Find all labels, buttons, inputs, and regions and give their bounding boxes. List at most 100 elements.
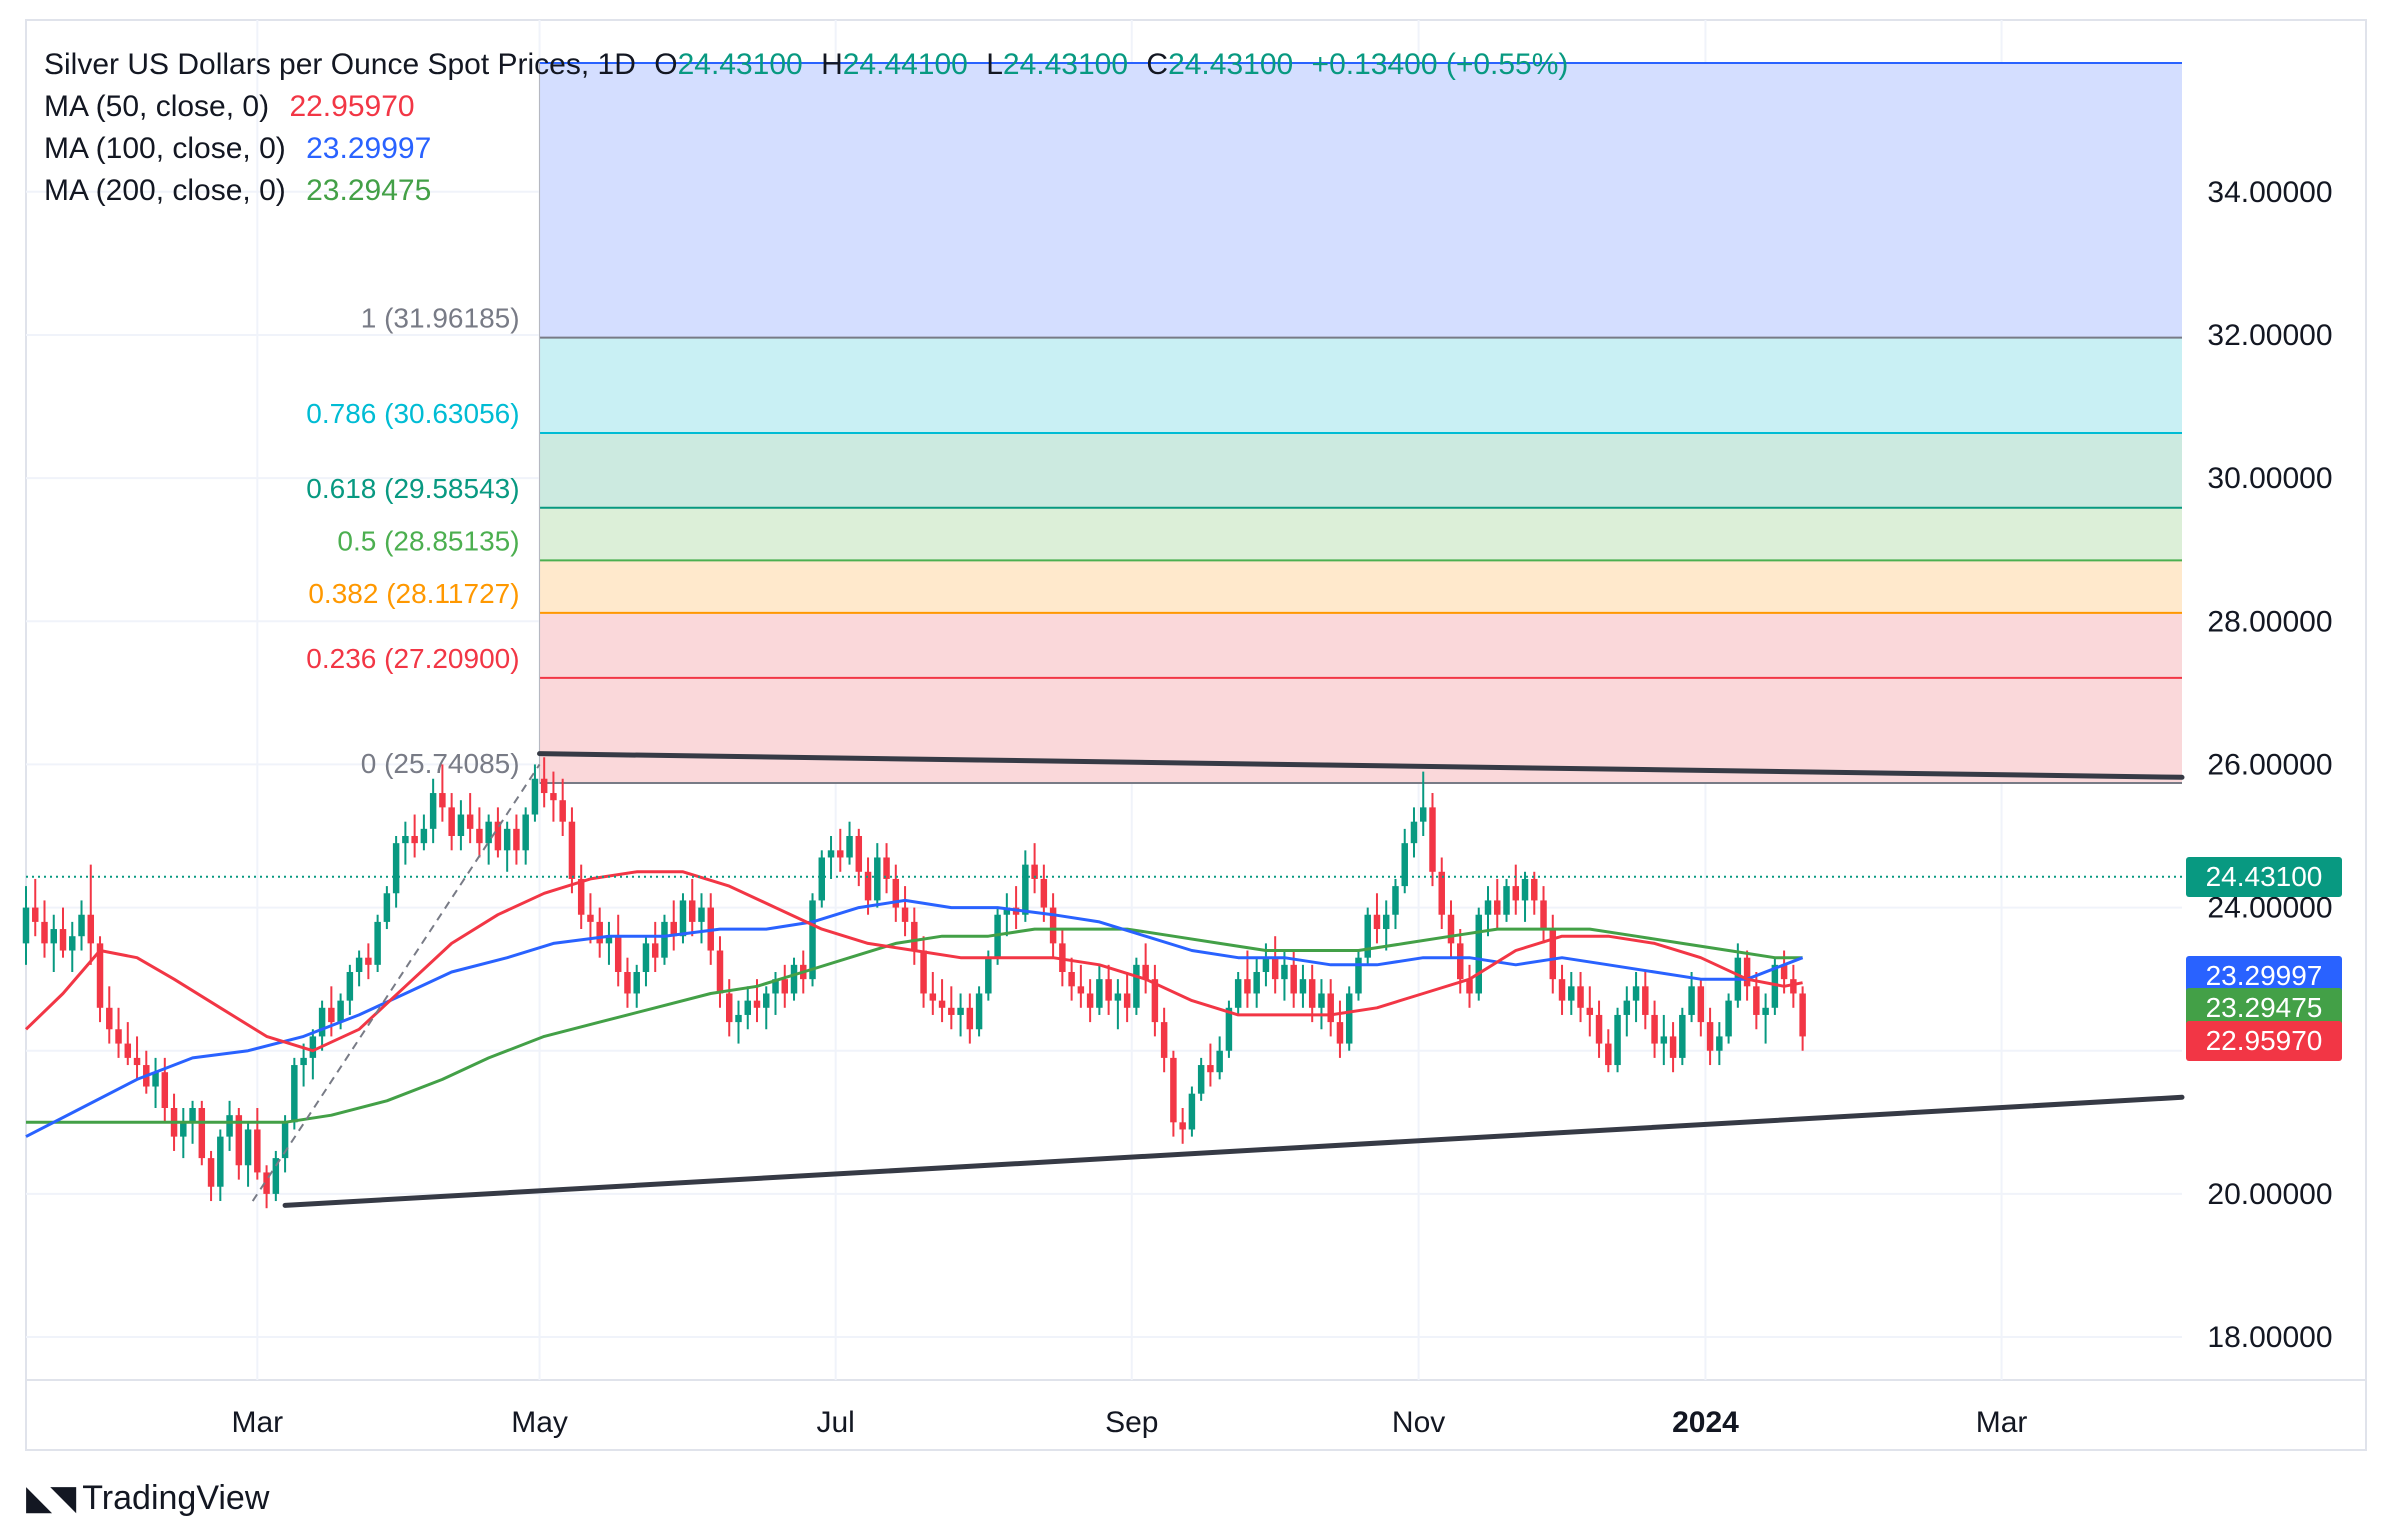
candle-body (1577, 986, 1584, 1008)
candle (1438, 857, 1445, 930)
ma200-label: MA (200, close, 0) (44, 174, 286, 207)
candle-body (559, 800, 566, 822)
candle (87, 864, 95, 965)
candle (874, 843, 881, 908)
candle (763, 986, 770, 1030)
candle-body (772, 979, 779, 994)
candle-body (106, 1007, 113, 1030)
candle (642, 936, 650, 987)
candle (429, 778, 437, 844)
candle (1642, 972, 1649, 1030)
candle (1605, 1029, 1612, 1073)
fibonacci-retracement[interactable]: 1 (31.96185) 0.786 (30.63056) 0.618 (29.58… (306, 61, 2182, 784)
candle (1086, 979, 1094, 1023)
y-tick-label: 34.00000 (2207, 176, 2332, 209)
candle (568, 807, 576, 894)
ma200-value: 23.29475 (306, 174, 432, 207)
symbol-row[interactable]: Silver US Dollars per Ounce Spot Prices,… (44, 44, 1568, 86)
time-axis[interactable]: Mar May Jul Sep Nov 2024 Mar (231, 1406, 2027, 1439)
candle (1577, 972, 1584, 1023)
candle (1133, 957, 1140, 1015)
candle (1336, 1000, 1344, 1058)
candle (1651, 1000, 1658, 1058)
candle-body (744, 1000, 751, 1015)
candle (106, 986, 113, 1044)
candle-body (207, 1158, 215, 1187)
candle (883, 843, 890, 894)
candle (1743, 950, 1751, 1001)
candle-body (1345, 993, 1353, 1044)
candle-body (1151, 979, 1159, 1023)
candle (1216, 1036, 1223, 1080)
candle-body (1438, 871, 1445, 915)
candle (244, 1122, 252, 1187)
candle-body (1549, 929, 1557, 980)
candle (587, 893, 594, 944)
open-label: O (654, 48, 678, 81)
candle-body (864, 871, 872, 901)
candle-body (1216, 1050, 1223, 1073)
candle-body (161, 1072, 169, 1108)
candle-body (1716, 1036, 1723, 1051)
candle (577, 864, 585, 930)
chart-frame (25, 19, 2367, 1451)
candle-body (1049, 907, 1057, 944)
candle-body (1207, 1065, 1214, 1073)
candle-body (550, 793, 557, 801)
high-value: 24.44100 (842, 48, 968, 81)
candle (1012, 886, 1020, 930)
candle (892, 864, 900, 922)
candle (78, 900, 85, 951)
candle-body (1373, 914, 1381, 930)
fib-level-label-1: 1 (31.96185) (361, 303, 520, 334)
last-price-tag: 24.43100 (2186, 856, 2342, 897)
candle-body (698, 907, 705, 922)
candle-body (1743, 957, 1751, 987)
candle (1031, 843, 1038, 894)
candle-body (1133, 964, 1140, 1008)
candle (143, 1050, 150, 1094)
ma100-legend[interactable]: MA (100, close, 0) 23.29997 (44, 128, 1568, 170)
candle-body (1234, 979, 1242, 1008)
resistance-trendline (537, 751, 2185, 780)
fib-zone-top (539, 62, 2182, 338)
chart-legend: Silver US Dollars per Ounce Spot Prices,… (44, 44, 1568, 212)
candle-body (1521, 878, 1529, 901)
trendlines[interactable] (26, 751, 2185, 1208)
candle-body (1771, 964, 1779, 1008)
candle-body (846, 836, 853, 858)
candle-body (503, 828, 511, 851)
candle (1373, 893, 1381, 944)
candle-body (41, 921, 48, 944)
candle-body (309, 1036, 317, 1058)
candle-body (1123, 993, 1131, 1008)
price-axis[interactable]: 18.0000020.0000022.0000024.0000026.00000… (2207, 176, 2332, 1354)
fib-level-label-0.5: 0.5 (28.85135) (337, 525, 519, 556)
candle (281, 1115, 289, 1173)
candle (559, 778, 566, 836)
candle (633, 964, 640, 1008)
candle (920, 936, 927, 1008)
candle (22, 886, 30, 965)
candle (790, 957, 798, 1001)
candle-body (115, 1029, 122, 1044)
candle (596, 907, 603, 958)
candle (855, 828, 863, 887)
candle-body (152, 1072, 159, 1087)
candle (383, 886, 391, 930)
candle-body (1077, 986, 1085, 994)
x-tick-label: Mar (1976, 1406, 2028, 1439)
candle-body (1660, 1036, 1668, 1044)
candle-body (337, 1000, 344, 1023)
x-tick-label: 2024 (1672, 1406, 1739, 1439)
candle-body (1623, 1000, 1631, 1015)
candle (374, 914, 381, 972)
candle (818, 850, 826, 908)
candle-body (1040, 878, 1048, 908)
tradingview-brand[interactable]: ◣◥ TradingView (26, 1478, 269, 1518)
candle-body (1494, 900, 1501, 915)
ma50-legend[interactable]: MA (50, close, 0) 22.95970 (44, 86, 1568, 128)
candle (346, 964, 354, 1015)
ma200-legend[interactable]: MA (200, close, 0) 23.29475 (44, 170, 1568, 212)
